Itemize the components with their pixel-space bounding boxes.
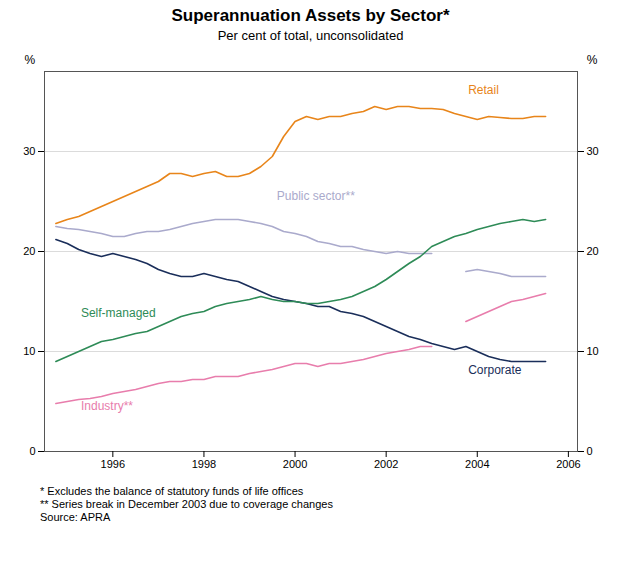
svg-text:Corporate: Corporate <box>468 363 522 377</box>
svg-text:10: 10 <box>587 345 599 357</box>
svg-text:30: 30 <box>587 145 599 157</box>
html-text:Superannuation Assets by Secto: Superannuation Assets by Sector* <box>171 6 450 25</box>
html-text:* Excludes the balance of stat: * Excludes the balance of statutory fund… <box>40 485 304 497</box>
svg-text:0: 0 <box>29 445 35 457</box>
html-text:** Series break in December 20: ** Series break in December 2003 due to … <box>40 498 333 510</box>
svg-text:Self-managed: Self-managed <box>81 306 156 320</box>
svg-text:%: % <box>25 53 36 67</box>
svg-text:2002: 2002 <box>374 458 398 470</box>
svg-text:%: % <box>587 53 598 67</box>
svg-text:Retail: Retail <box>468 83 499 97</box>
svg-text:0: 0 <box>587 445 593 457</box>
svg-text:2006: 2006 <box>556 458 580 470</box>
html-text:Per cent of total, unconsolida: Per cent of total, unconsolidated <box>217 28 404 43</box>
svg-text:10: 10 <box>23 345 35 357</box>
svg-text:20: 20 <box>587 245 599 257</box>
svg-text:Public sector**: Public sector** <box>277 189 355 203</box>
svg-text:2004: 2004 <box>465 458 489 470</box>
svg-text:30: 30 <box>23 145 35 157</box>
svg-text:1998: 1998 <box>192 458 216 470</box>
svg-text:1996: 1996 <box>101 458 125 470</box>
svg-text:2000: 2000 <box>283 458 307 470</box>
html-text:Source: APRA: Source: APRA <box>40 511 111 523</box>
svg-text:Industry**: Industry** <box>81 399 133 413</box>
svg-text:20: 20 <box>23 245 35 257</box>
